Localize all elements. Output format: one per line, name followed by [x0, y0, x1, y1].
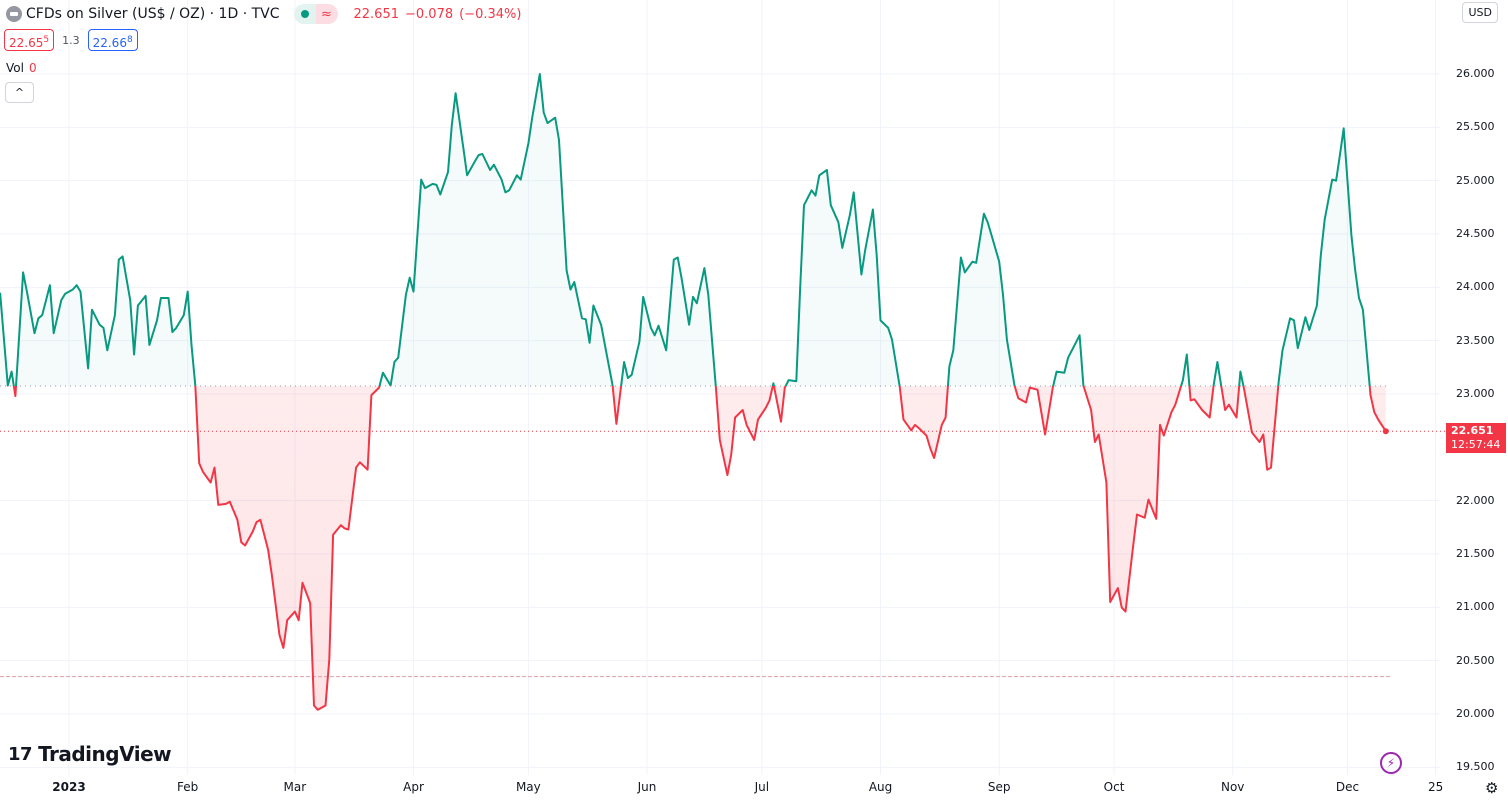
collapse-legend-button[interactable]: ^	[5, 82, 34, 103]
ask-pip: 8	[126, 35, 133, 45]
x-tick-label: 2023	[52, 780, 86, 794]
y-tick-label: 22.000	[1456, 493, 1495, 507]
y-tick-label: 20.000	[1456, 707, 1495, 721]
y-tick-label: 20.500	[1456, 653, 1495, 667]
logo-text: TradingView	[38, 742, 172, 766]
chart-legend: CFDs on Silver (US$ / OZ) · 1D · TVC ≈ 2…	[6, 4, 527, 24]
price-line-down	[6, 386, 1387, 711]
ask-price: 22.66	[92, 36, 127, 50]
x-tick-label: Jun	[637, 780, 657, 794]
y-tick-label: 21.500	[1456, 547, 1495, 560]
area-fill-below-baseline	[0, 386, 1386, 710]
bid-pip: 5	[43, 35, 50, 45]
x-tick-label: Sep	[987, 780, 1011, 794]
tradingview-logo[interactable]: 17 TradingView	[8, 742, 172, 766]
volume-legend[interactable]: Vol 0	[6, 61, 37, 75]
x-tick-label: Mar	[283, 780, 307, 794]
currency-button[interactable]: USD	[1462, 2, 1498, 23]
y-tick-label: 23.500	[1456, 333, 1495, 347]
y-tick-label: 24.000	[1456, 280, 1495, 294]
x-tick-label: Nov	[1220, 780, 1245, 794]
price-change-pct: (−0.34%)	[459, 6, 522, 22]
y-tick-label: 19.500	[1456, 760, 1495, 774]
last-price-dot	[1382, 428, 1389, 435]
volume-label: Vol	[6, 61, 24, 75]
spread: 1.3	[62, 33, 80, 47]
x-tick-label: Apr	[403, 780, 424, 794]
x-tick-label: Aug	[868, 780, 893, 794]
y-tick-label: 25.000	[1456, 173, 1495, 187]
delayed-data-icon: ≈	[315, 4, 338, 24]
area-fill-above-baseline	[0, 74, 1370, 387]
y-tick-label: 26.000	[1456, 67, 1495, 80]
bid-price: 22.65	[9, 36, 44, 50]
x-tick-label: Feb	[177, 780, 199, 794]
market-open-icon	[293, 4, 316, 24]
y-tick-label: 25.500	[1456, 120, 1495, 134]
x-tick-label: Oct	[1103, 780, 1125, 794]
x-tick-label: Jul	[754, 780, 770, 794]
silver-symbol-icon	[6, 6, 22, 22]
lightning-icon[interactable]: ⚡	[1380, 752, 1402, 774]
last-price: 22.651	[353, 6, 400, 22]
chevron-up-icon: ^	[14, 86, 25, 99]
y-tick-label: 23.000	[1456, 387, 1495, 400]
last-price-tag: 22.651 12:57:44	[1446, 423, 1506, 453]
x-tick-label: May	[515, 780, 541, 794]
x-tick-label: Dec	[1335, 780, 1360, 794]
price-change: −0.078	[405, 6, 454, 22]
quote: 22.651 −0.078 (−0.34%)	[354, 7, 528, 22]
volume-value: 0	[28, 61, 37, 75]
bid-ask: 22.655 1.3 22.668	[4, 29, 138, 51]
settings-icon[interactable]: ⚙	[1485, 779, 1499, 797]
tradingview-mark-icon: 17	[8, 743, 33, 765]
sell-button[interactable]: 22.655	[4, 29, 55, 51]
buy-button[interactable]: 22.668	[87, 29, 138, 51]
y-tick-label: 24.500	[1456, 227, 1495, 240]
x-tick-label: 25	[1427, 780, 1444, 794]
y-tick-label: 21.000	[1456, 600, 1495, 614]
price-tag-value: 22.651	[1451, 424, 1494, 437]
market-status[interactable]: ≈	[293, 4, 338, 24]
price-line-up	[0, 73, 1371, 387]
bar-countdown: 12:57:44	[1451, 438, 1501, 451]
symbol-title[interactable]: CFDs on Silver (US$ / OZ) · 1D · TVC	[26, 6, 280, 22]
